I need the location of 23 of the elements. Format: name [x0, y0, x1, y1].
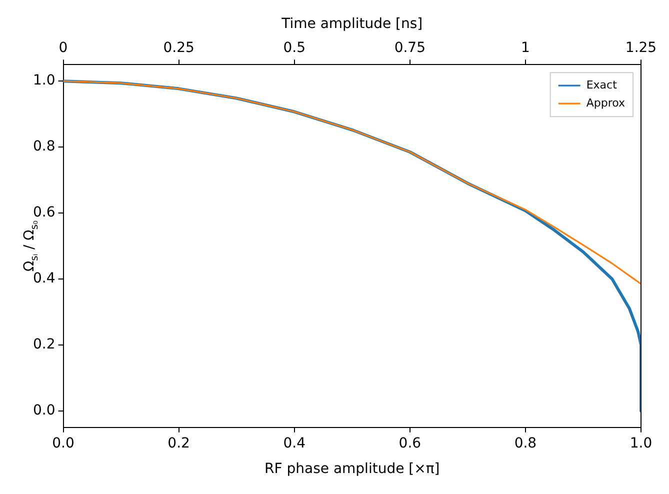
x2-tick-label: 1: [520, 40, 530, 56]
x2-axis-title: Time amplitude [ns]: [280, 16, 423, 32]
y-tick-label: 0.0: [33, 402, 56, 419]
y-tick-label: 0.8: [33, 138, 56, 155]
y-tick-label: 0.6: [33, 204, 56, 221]
x-tick-label: 0.0: [52, 435, 74, 452]
x2-tick-label: 1.25: [625, 40, 657, 56]
x-tick-label: 0.4: [283, 435, 306, 452]
legend-label: Approx: [586, 96, 626, 110]
y-tick-label: 0.2: [33, 336, 56, 353]
x-axis-title: RF phase amplitude [×π]: [264, 461, 440, 478]
x-tick-label: 0.8: [514, 435, 537, 452]
x2-tick-label: 0: [58, 40, 68, 56]
y-tick-label: 0.4: [33, 270, 56, 287]
x-tick-label: 0.2: [168, 435, 190, 452]
x2-tick-label: 0.25: [163, 40, 194, 56]
y-axis-title: Ωsₗ / Ωs₀: [22, 220, 41, 272]
x-tick-label: 1.0: [630, 435, 652, 452]
y-tick-label: 1.0: [33, 72, 56, 89]
x-tick-label: 0.6: [398, 435, 422, 452]
legend-label: Exact: [586, 78, 618, 92]
x2-tick-label: 0.5: [283, 40, 306, 56]
x2-tick-label: 0.75: [394, 40, 426, 56]
